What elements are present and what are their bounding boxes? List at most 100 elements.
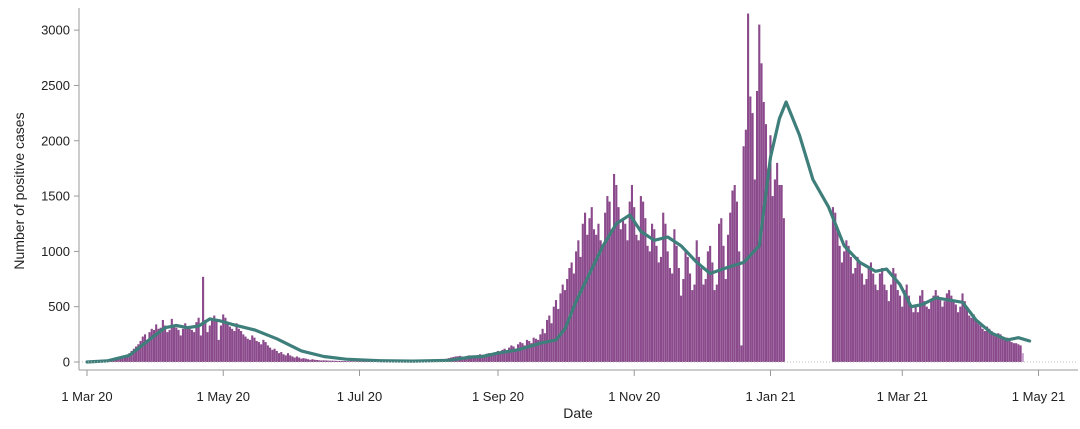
daily-case-bar — [528, 340, 531, 362]
daily-case-bar — [516, 344, 520, 362]
daily-case-bar — [706, 251, 709, 363]
daily-case-bar — [219, 325, 223, 362]
daily-case-bar — [552, 306, 555, 362]
daily-case-bar — [242, 334, 245, 362]
daily-case-bar — [505, 350, 508, 362]
daily-case-bar — [257, 342, 260, 362]
x-axis-ticks: 1 Mar 20 1 May 20 1 Jul 20 1 Sep 20 1 Nov 20… — [61, 370, 1065, 404]
daily-case-bar — [561, 284, 564, 362]
daily-case-bar — [521, 343, 524, 362]
daily-case-bar — [671, 273, 674, 362]
daily-case-bar — [604, 212, 607, 362]
y-axis-ticks: 0 500 1000 1500 2000 2500 3000 — [41, 23, 79, 370]
daily-case-bar — [713, 290, 716, 362]
x-tick-label: 1 Sep 20 — [472, 389, 524, 404]
daily-case-bar — [224, 317, 227, 362]
daily-case-bar — [925, 306, 928, 362]
daily-case-bar — [630, 185, 634, 362]
daily-case-bar — [974, 319, 977, 362]
x-tick-label: 1 Mar 20 — [61, 389, 112, 404]
daily-case-bar — [954, 304, 957, 362]
daily-case-bar — [358, 361, 361, 362]
y-tick-label: 1500 — [41, 189, 70, 204]
daily-case-bar — [639, 196, 642, 362]
daily-case-bar — [331, 360, 334, 362]
daily-case-bar — [213, 315, 216, 362]
daily-case-bar — [139, 340, 142, 362]
daily-case-bar — [840, 262, 843, 362]
daily-case-bar — [677, 267, 680, 362]
daily-case-bar — [675, 245, 678, 362]
daily-case-bar — [981, 328, 984, 362]
daily-case-bar — [659, 256, 663, 362]
daily-case-bar — [843, 251, 846, 363]
daily-case-bar — [930, 301, 933, 362]
daily-case-bar — [318, 360, 321, 362]
daily-case-bar — [1010, 342, 1013, 362]
daily-case-bar — [166, 332, 169, 362]
daily-case-bar — [137, 344, 140, 362]
daily-case-bar — [668, 267, 671, 362]
daily-case-bar — [148, 332, 151, 362]
daily-case-bar — [894, 273, 897, 362]
daily-case-bar — [280, 352, 283, 362]
daily-case-bar — [286, 353, 290, 362]
daily-case-bar — [490, 354, 493, 362]
daily-case-bar — [577, 240, 580, 362]
daily-case-bar — [289, 355, 292, 362]
daily-case-bar — [1012, 343, 1015, 362]
daily-case-bar — [901, 306, 904, 362]
daily-case-bar — [307, 359, 310, 362]
daily-case-bar — [1003, 339, 1007, 363]
daily-case-bar — [874, 284, 877, 362]
daily-case-bar — [887, 301, 890, 362]
daily-case-bar — [878, 273, 881, 362]
daily-case-bar — [253, 337, 256, 362]
daily-case-bar — [271, 349, 274, 362]
daily-case-bar — [119, 358, 122, 362]
daily-case-bar — [474, 355, 477, 362]
daily-case-bar — [581, 223, 584, 362]
daily-case-bar — [583, 212, 587, 362]
daily-case-bar — [470, 356, 473, 362]
daily-case-bar — [159, 327, 162, 362]
daily-case-bar — [860, 273, 864, 362]
daily-case-bar — [347, 361, 350, 362]
daily-case-bar — [970, 317, 973, 362]
daily-case-bar — [338, 360, 341, 362]
daily-case-bar — [222, 314, 225, 362]
daily-case-bar — [898, 295, 902, 363]
daily-case-bar — [651, 223, 654, 362]
daily-case-bar — [264, 342, 267, 362]
daily-case-bar — [767, 168, 770, 362]
daily-case-bar — [653, 229, 656, 362]
daily-case-bar — [957, 312, 960, 362]
daily-case-bar — [237, 328, 240, 362]
daily-case-bar — [778, 185, 781, 362]
daily-case-bar — [262, 339, 265, 363]
daily-case-bar — [141, 336, 144, 362]
daily-case-bar — [175, 327, 178, 362]
daily-case-bar — [599, 240, 602, 362]
daily-case-bar — [742, 146, 745, 362]
daily-case-bar — [896, 290, 899, 362]
x-tick-label: 1 Mar 21 — [877, 389, 928, 404]
daily-case-bar — [854, 267, 857, 362]
daily-case-bar — [755, 90, 759, 362]
daily-case-bar — [132, 348, 135, 362]
daily-case-bar — [923, 301, 926, 362]
daily-case-bar — [948, 290, 951, 362]
daily-case-bar — [988, 328, 991, 362]
daily-case-bar — [210, 318, 214, 362]
daily-case-bar — [150, 328, 153, 362]
daily-case-bar — [336, 360, 339, 362]
daily-case-bar — [943, 301, 946, 362]
daily-case-bar — [697, 256, 701, 362]
daily-case-bar — [177, 329, 180, 362]
daily-case-bar — [128, 353, 131, 362]
daily-case-bar — [740, 345, 743, 362]
daily-case-bar — [782, 218, 785, 362]
daily-case-bar — [749, 96, 752, 362]
x-tick-label: 1 Nov 20 — [608, 389, 660, 404]
daily-case-bar — [590, 207, 593, 363]
